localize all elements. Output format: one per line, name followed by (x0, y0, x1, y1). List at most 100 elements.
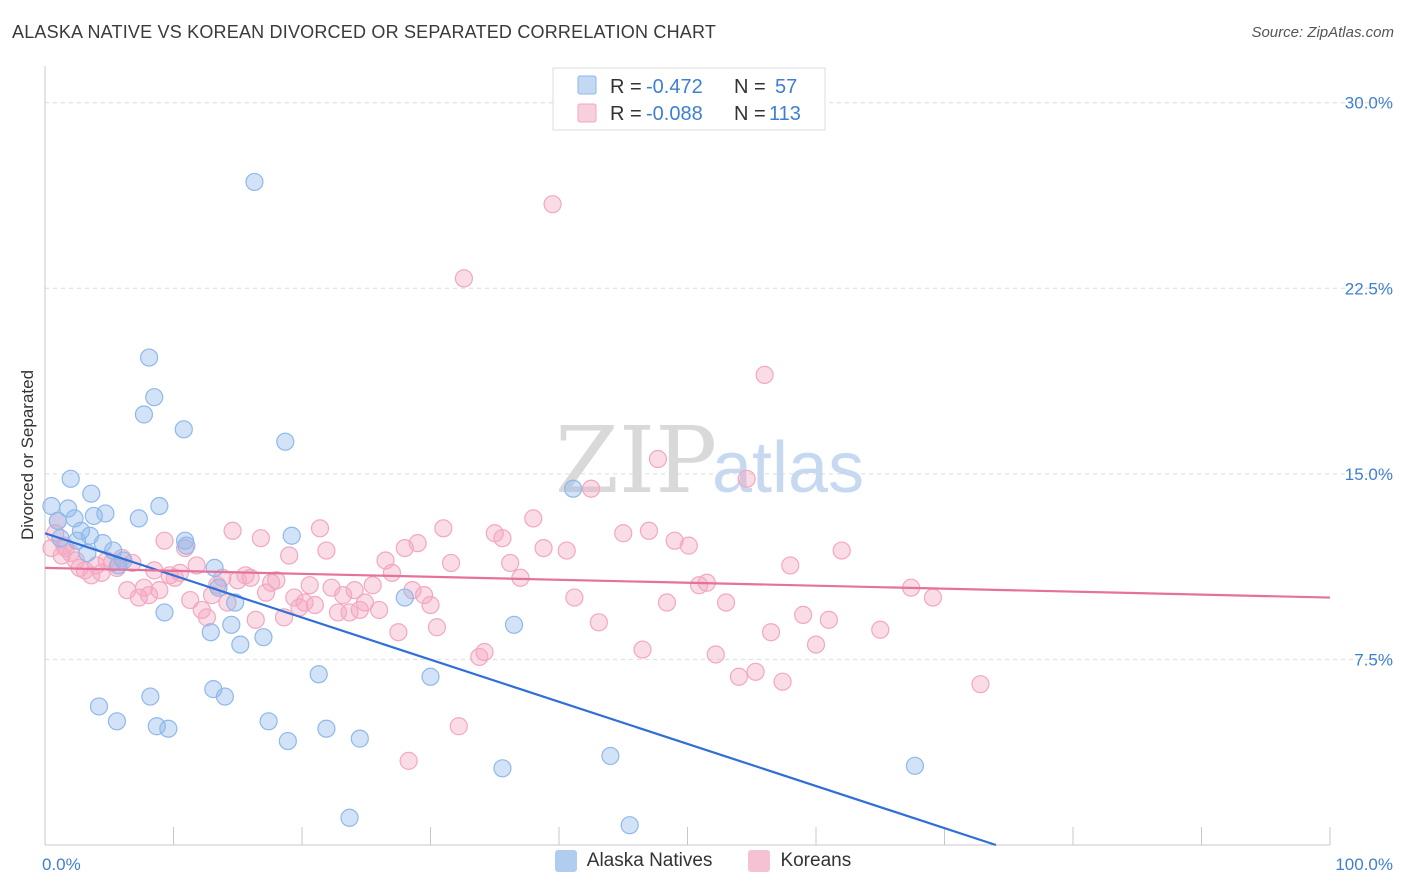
alaska-natives-point (89, 697, 109, 716)
alaska-natives-point (395, 588, 414, 607)
koreans-point (213, 568, 232, 587)
koreans-point (389, 623, 408, 642)
koreans-point (197, 608, 217, 627)
y-tick-label: 15.0% (1345, 465, 1393, 484)
koreans-point (819, 610, 838, 629)
koreans-point (737, 469, 756, 488)
koreans-point (246, 610, 265, 629)
watermark-atlas: atlas (712, 428, 864, 508)
alaska-natives-point (222, 615, 241, 634)
koreans-point (871, 620, 890, 639)
alaska-natives-point (174, 420, 193, 439)
koreans-point (421, 595, 440, 615)
stats-legend-r-value: -0.088 (646, 103, 703, 125)
koreans-point (403, 581, 422, 600)
alaska-natives-point (141, 687, 160, 706)
koreans-point (345, 581, 364, 600)
alaska-natives-point (159, 719, 178, 738)
koreans-point (408, 534, 427, 553)
chart-source: Source: ZipAtlas.com (1251, 24, 1394, 41)
x-tick-label: 0.0% (42, 855, 81, 874)
y-tick-label: 30.0% (1345, 94, 1393, 113)
koreans-point (475, 642, 494, 662)
alaska-natives-point (129, 509, 148, 528)
koreans-point (399, 751, 418, 770)
alaska-natives-point (245, 172, 264, 192)
koreans-point (470, 647, 489, 667)
alaska-natives-point (620, 816, 639, 835)
koreans-point (639, 521, 659, 540)
grid-lines (45, 102, 1390, 660)
alaska-natives-point (421, 667, 440, 686)
y-tick-label: 22.5% (1345, 279, 1393, 298)
alaska-natives-point (226, 593, 245, 612)
koreans-point (441, 553, 461, 573)
koreans-point (633, 640, 652, 659)
koreans-point (614, 524, 633, 543)
alaska-natives-point (145, 388, 164, 407)
alaska-natives-point (201, 623, 220, 642)
koreans-point (746, 662, 765, 681)
stats-legend-swatch-pink (577, 103, 597, 123)
alaska-natives-point (601, 746, 620, 766)
alaska-natives-point (317, 719, 336, 738)
koreans-point (434, 519, 453, 538)
koreans-point (187, 556, 206, 575)
koreans-point (773, 672, 792, 691)
alaska-natives-point (215, 687, 234, 706)
koreans-point (657, 593, 677, 612)
koreans-point (729, 667, 749, 686)
koreans-point (202, 586, 222, 605)
koreans-point (150, 581, 169, 600)
koreans-point (317, 541, 336, 560)
koreans-point (832, 541, 851, 560)
alaska-natives-points (42, 172, 925, 835)
koreans-point (305, 595, 324, 615)
koreans-point (534, 538, 553, 558)
koreans-point (370, 600, 389, 620)
stats-legend-n-label: N = (734, 103, 766, 125)
stats-legend-r-label: R = (610, 76, 642, 98)
stats-legend-n-value: 113 (769, 103, 801, 125)
koreans-point (449, 717, 468, 736)
alaska-natives-point (350, 729, 369, 748)
trend-lines (44, 532, 1331, 847)
alaska-natives-point (309, 665, 328, 684)
koreans-point (139, 586, 159, 605)
legend-label: Alaska Natives (586, 850, 713, 871)
legend-item-koreans: Koreans (748, 850, 851, 872)
stats-legend-swatch-blue (577, 75, 597, 95)
koreans-point (155, 531, 174, 550)
alaska-natives-point (107, 712, 127, 731)
stats-legend-n-value: 57 (775, 76, 797, 98)
koreans-point (267, 571, 286, 590)
stats-legend-n-label: N = (734, 76, 766, 98)
stats-legend-r-value: -0.472 (646, 76, 703, 98)
alaska-natives-point (71, 521, 91, 540)
koreans-point (543, 195, 562, 214)
koreans-point (761, 623, 781, 642)
watermark-zip: ZIP (555, 407, 717, 514)
koreans-point (716, 593, 736, 612)
koreans-point (280, 546, 299, 565)
legend-swatch-pink (748, 850, 771, 872)
stats-legend-r-label: R = (610, 103, 642, 125)
stats-legend-box (552, 67, 826, 131)
koreans-point (300, 576, 319, 595)
tick-labels: 7.5% 15.0% 22.5% 30.0% 0.0% 100.0% (42, 94, 1393, 874)
alaska-natives-point (276, 432, 295, 451)
koreans-point (363, 576, 382, 595)
alaska-natives-point (59, 499, 78, 518)
koreans-point (382, 563, 402, 582)
koreans-point (589, 613, 608, 632)
koreans-point (582, 479, 601, 498)
koreans-point (665, 531, 684, 550)
alaska-natives-point (155, 603, 174, 622)
koreans-point (524, 509, 543, 528)
legend-item-alaska-natives: Alaska Natives (554, 850, 713, 872)
alaska-natives-point (134, 405, 154, 424)
alaska-natives-point (61, 469, 80, 488)
alaska-natives-point (340, 808, 359, 827)
koreans-point (334, 586, 353, 605)
